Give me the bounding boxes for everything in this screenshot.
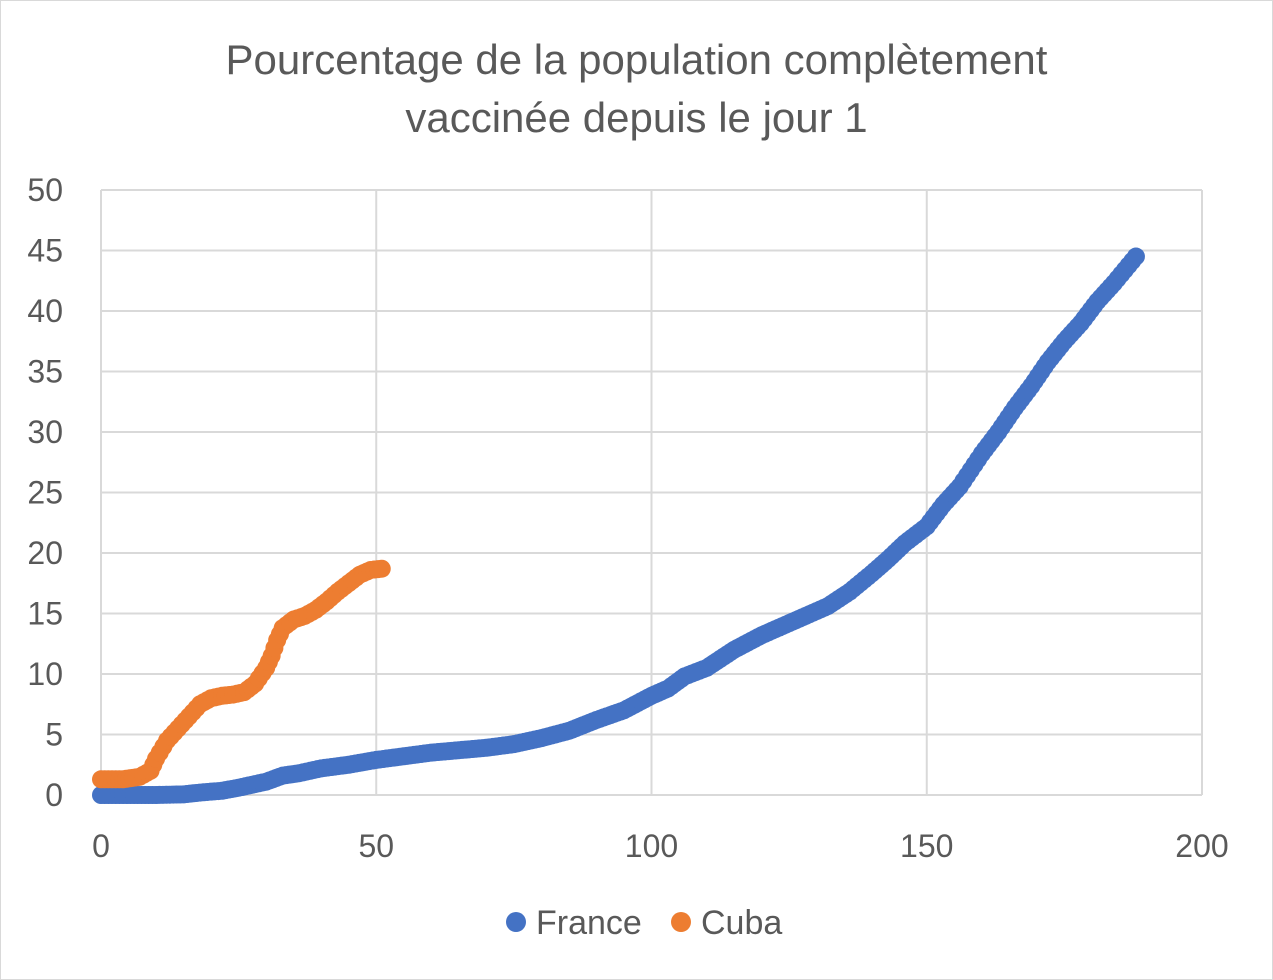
legend-label-france: France bbox=[536, 904, 642, 942]
y-tick-label: 35 bbox=[27, 354, 63, 390]
chart-title: Pourcentage de la population complètemen… bbox=[1, 31, 1272, 147]
x-tick-label: 200 bbox=[1175, 828, 1228, 864]
x-tick-label: 100 bbox=[625, 828, 678, 864]
y-tick-label: 15 bbox=[27, 596, 63, 632]
x-tick-label: 150 bbox=[900, 828, 953, 864]
y-tick-label: 40 bbox=[27, 293, 63, 329]
y-tick-label: 50 bbox=[27, 172, 63, 208]
y-tick-label: 5 bbox=[45, 717, 63, 753]
y-tick-label: 0 bbox=[45, 777, 63, 813]
y-tick-label: 30 bbox=[27, 414, 63, 450]
y-tick-label: 10 bbox=[27, 656, 63, 692]
data-point-france bbox=[1126, 247, 1145, 266]
x-tick-label: 50 bbox=[358, 828, 394, 864]
y-tick-label: 45 bbox=[27, 233, 63, 269]
chart-title-line-1: Pourcentage de la population complètemen… bbox=[225, 36, 1048, 83]
legend-marker-cuba bbox=[671, 912, 691, 932]
y-tick-label: 25 bbox=[27, 475, 63, 511]
chart-title-line-2: vaccinée depuis le jour 1 bbox=[405, 94, 868, 141]
legend-label-cuba: Cuba bbox=[701, 904, 782, 942]
y-tick-label: 20 bbox=[27, 535, 63, 571]
data-point-cuba bbox=[372, 559, 391, 578]
legend-marker-france bbox=[506, 912, 526, 932]
x-tick-label: 0 bbox=[92, 828, 110, 864]
